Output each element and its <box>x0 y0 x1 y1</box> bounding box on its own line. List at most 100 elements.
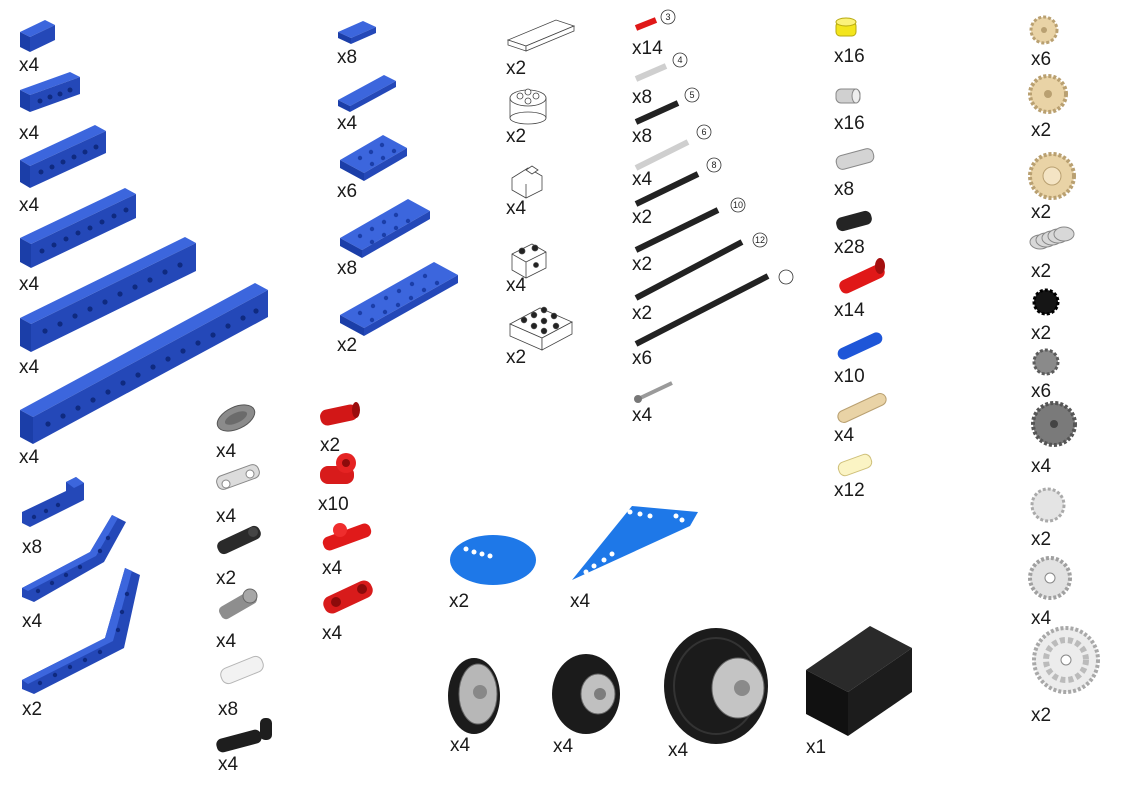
round-plate-blue-icon <box>450 535 536 585</box>
qty-red-pin-connector: x4 <box>322 558 343 579</box>
qty-gear-tan-bevel: x2 <box>1031 120 1052 141</box>
qty-axle-5: x4 <box>632 169 653 190</box>
connector-double-light-icon <box>216 464 260 490</box>
plate-2x8-icon <box>340 262 458 336</box>
qty-angle-beam-l: x8 <box>22 537 43 558</box>
angle-beam-bent-a-icon <box>22 515 126 602</box>
qty-beam-7: x4 <box>19 195 40 216</box>
beam-5-icon <box>20 72 80 112</box>
qty-triangle-plate-blue: x4 <box>570 591 591 612</box>
axle-3-icon: 4 <box>634 52 688 82</box>
axle-2-icon: 3 <box>634 9 676 31</box>
screw-rod-icon <box>634 381 673 403</box>
qty-plate-2x6: x8 <box>337 258 358 279</box>
qty-axle-8: x2 <box>632 254 653 275</box>
qty-bush-grey: x16 <box>834 113 865 134</box>
axle-10-icon: 12 <box>634 232 768 301</box>
qty-connector-black-pin: x2 <box>216 568 237 589</box>
qty-round-2x2-white: x2 <box>506 126 527 147</box>
qty-angle-beam-bent-b: x2 <box>22 699 43 720</box>
qty-gear-tan-small: x6 <box>1031 49 1052 70</box>
qty-brick-technic-2x2: x4 <box>506 275 527 296</box>
wheel-large-icon <box>664 628 768 744</box>
pin-grey-icon <box>835 148 875 170</box>
gear-light-24-icon <box>1028 556 1072 600</box>
qty-pin-blue: x10 <box>834 366 865 387</box>
qty-battery-box: x1 <box>806 737 827 758</box>
connector-grey-axle-icon <box>219 588 258 620</box>
qty-bush-yellow: x16 <box>834 46 865 67</box>
beam-9-icon <box>20 188 136 268</box>
plate-1x2-icon <box>338 21 376 44</box>
round-2x2-white-icon <box>509 88 547 125</box>
qty-bush-clear: x8 <box>218 699 239 720</box>
qty-gear-light-24: x4 <box>1031 608 1052 629</box>
qty-plate-1x2: x8 <box>337 47 358 68</box>
qty-red-tube: x2 <box>320 435 341 456</box>
red-double-connector-icon <box>323 580 373 614</box>
brick-2x4-white-icon <box>509 306 573 351</box>
qty-axle-4: x8 <box>632 126 653 147</box>
qty-connector-black-angle: x4 <box>218 754 239 775</box>
qty-gear-black-small: x2 <box>1031 323 1052 344</box>
gear-tan-small-icon <box>1029 15 1059 45</box>
gear-tan-bevel-icon <box>1028 74 1068 114</box>
qty-plate-2x8: x2 <box>337 335 358 356</box>
plate-1x4-icon <box>338 75 396 112</box>
qty-gear-light-small: x2 <box>1031 529 1052 550</box>
qty-pin-red: x14 <box>834 300 865 321</box>
svg-text:6: 6 <box>701 127 706 137</box>
qty-beam-9: x4 <box>19 274 40 295</box>
qty-gear-tan-large: x2 <box>1031 202 1052 223</box>
triangle-plate-blue-icon <box>572 506 698 580</box>
bush-yellow-icon <box>835 17 857 37</box>
qty-spring-grey: x2 <box>1031 261 1052 282</box>
tile-1x4-white-icon <box>506 19 576 52</box>
qty-slope-white: x4 <box>506 198 527 219</box>
qty-connector-double-light: x4 <box>216 506 237 527</box>
qty-screw-rod: x4 <box>632 405 653 426</box>
red-pin-connector-icon <box>322 523 372 551</box>
gear-grey-small-icon <box>1032 348 1060 376</box>
qty-axle-3: x8 <box>632 87 653 108</box>
pin-black-icon <box>836 210 872 232</box>
qty-wheel-medium: x4 <box>553 736 574 757</box>
qty-axle-2: x14 <box>632 38 663 59</box>
qty-brick-2x4-white: x2 <box>506 347 527 368</box>
beam-11-icon <box>20 237 196 352</box>
svg-text:5: 5 <box>689 90 694 100</box>
qty-beam-5: x4 <box>19 123 40 144</box>
gear-light-small-icon <box>1030 487 1066 523</box>
pin-red-icon <box>839 258 885 294</box>
battery-box-icon <box>806 626 912 736</box>
bush-grey-icon <box>835 88 861 104</box>
beam-7-icon <box>20 125 106 188</box>
qty-gear-light-40: x2 <box>1031 705 1052 726</box>
axle-5-icon: 6 <box>634 124 712 171</box>
angle-beam-l-icon <box>22 477 84 527</box>
axle-8-icon: 10 <box>634 197 746 253</box>
slope-white-icon <box>511 165 543 199</box>
angle-beam-bent-b-icon <box>22 568 140 694</box>
qty-connector-grey-axle: x4 <box>216 631 237 652</box>
qty-gear-grey-small: x6 <box>1031 381 1052 402</box>
wheel-small-icon <box>448 658 500 734</box>
qty-connector-grey-lens: x4 <box>216 441 237 462</box>
gear-tan-large-icon <box>1028 152 1076 200</box>
beam-3-icon <box>20 20 55 52</box>
gear-black-small-icon <box>1032 288 1060 316</box>
svg-text:3: 3 <box>665 12 670 22</box>
qty-pin-tan: x4 <box>834 425 855 446</box>
qty-angle-beam-bent-a: x4 <box>22 611 43 632</box>
pin-clear-icon <box>837 453 873 477</box>
qty-beam-15: x4 <box>19 447 40 468</box>
svg-text:12: 12 <box>755 235 765 245</box>
qty-gear-grey-24: x4 <box>1031 456 1052 477</box>
qty-red-double-connector: x4 <box>322 623 343 644</box>
svg-text:4: 4 <box>677 55 682 65</box>
svg-text:10: 10 <box>733 200 743 210</box>
red-cross-block-icon <box>320 453 356 484</box>
qty-wheel-small: x4 <box>450 735 471 756</box>
connector-black-pin-icon <box>217 525 261 555</box>
